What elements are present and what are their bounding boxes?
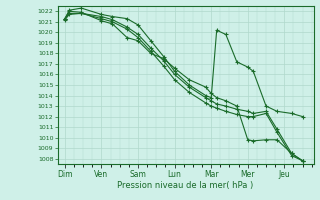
X-axis label: Pression niveau de la mer( hPa ): Pression niveau de la mer( hPa ) (117, 181, 254, 190)
